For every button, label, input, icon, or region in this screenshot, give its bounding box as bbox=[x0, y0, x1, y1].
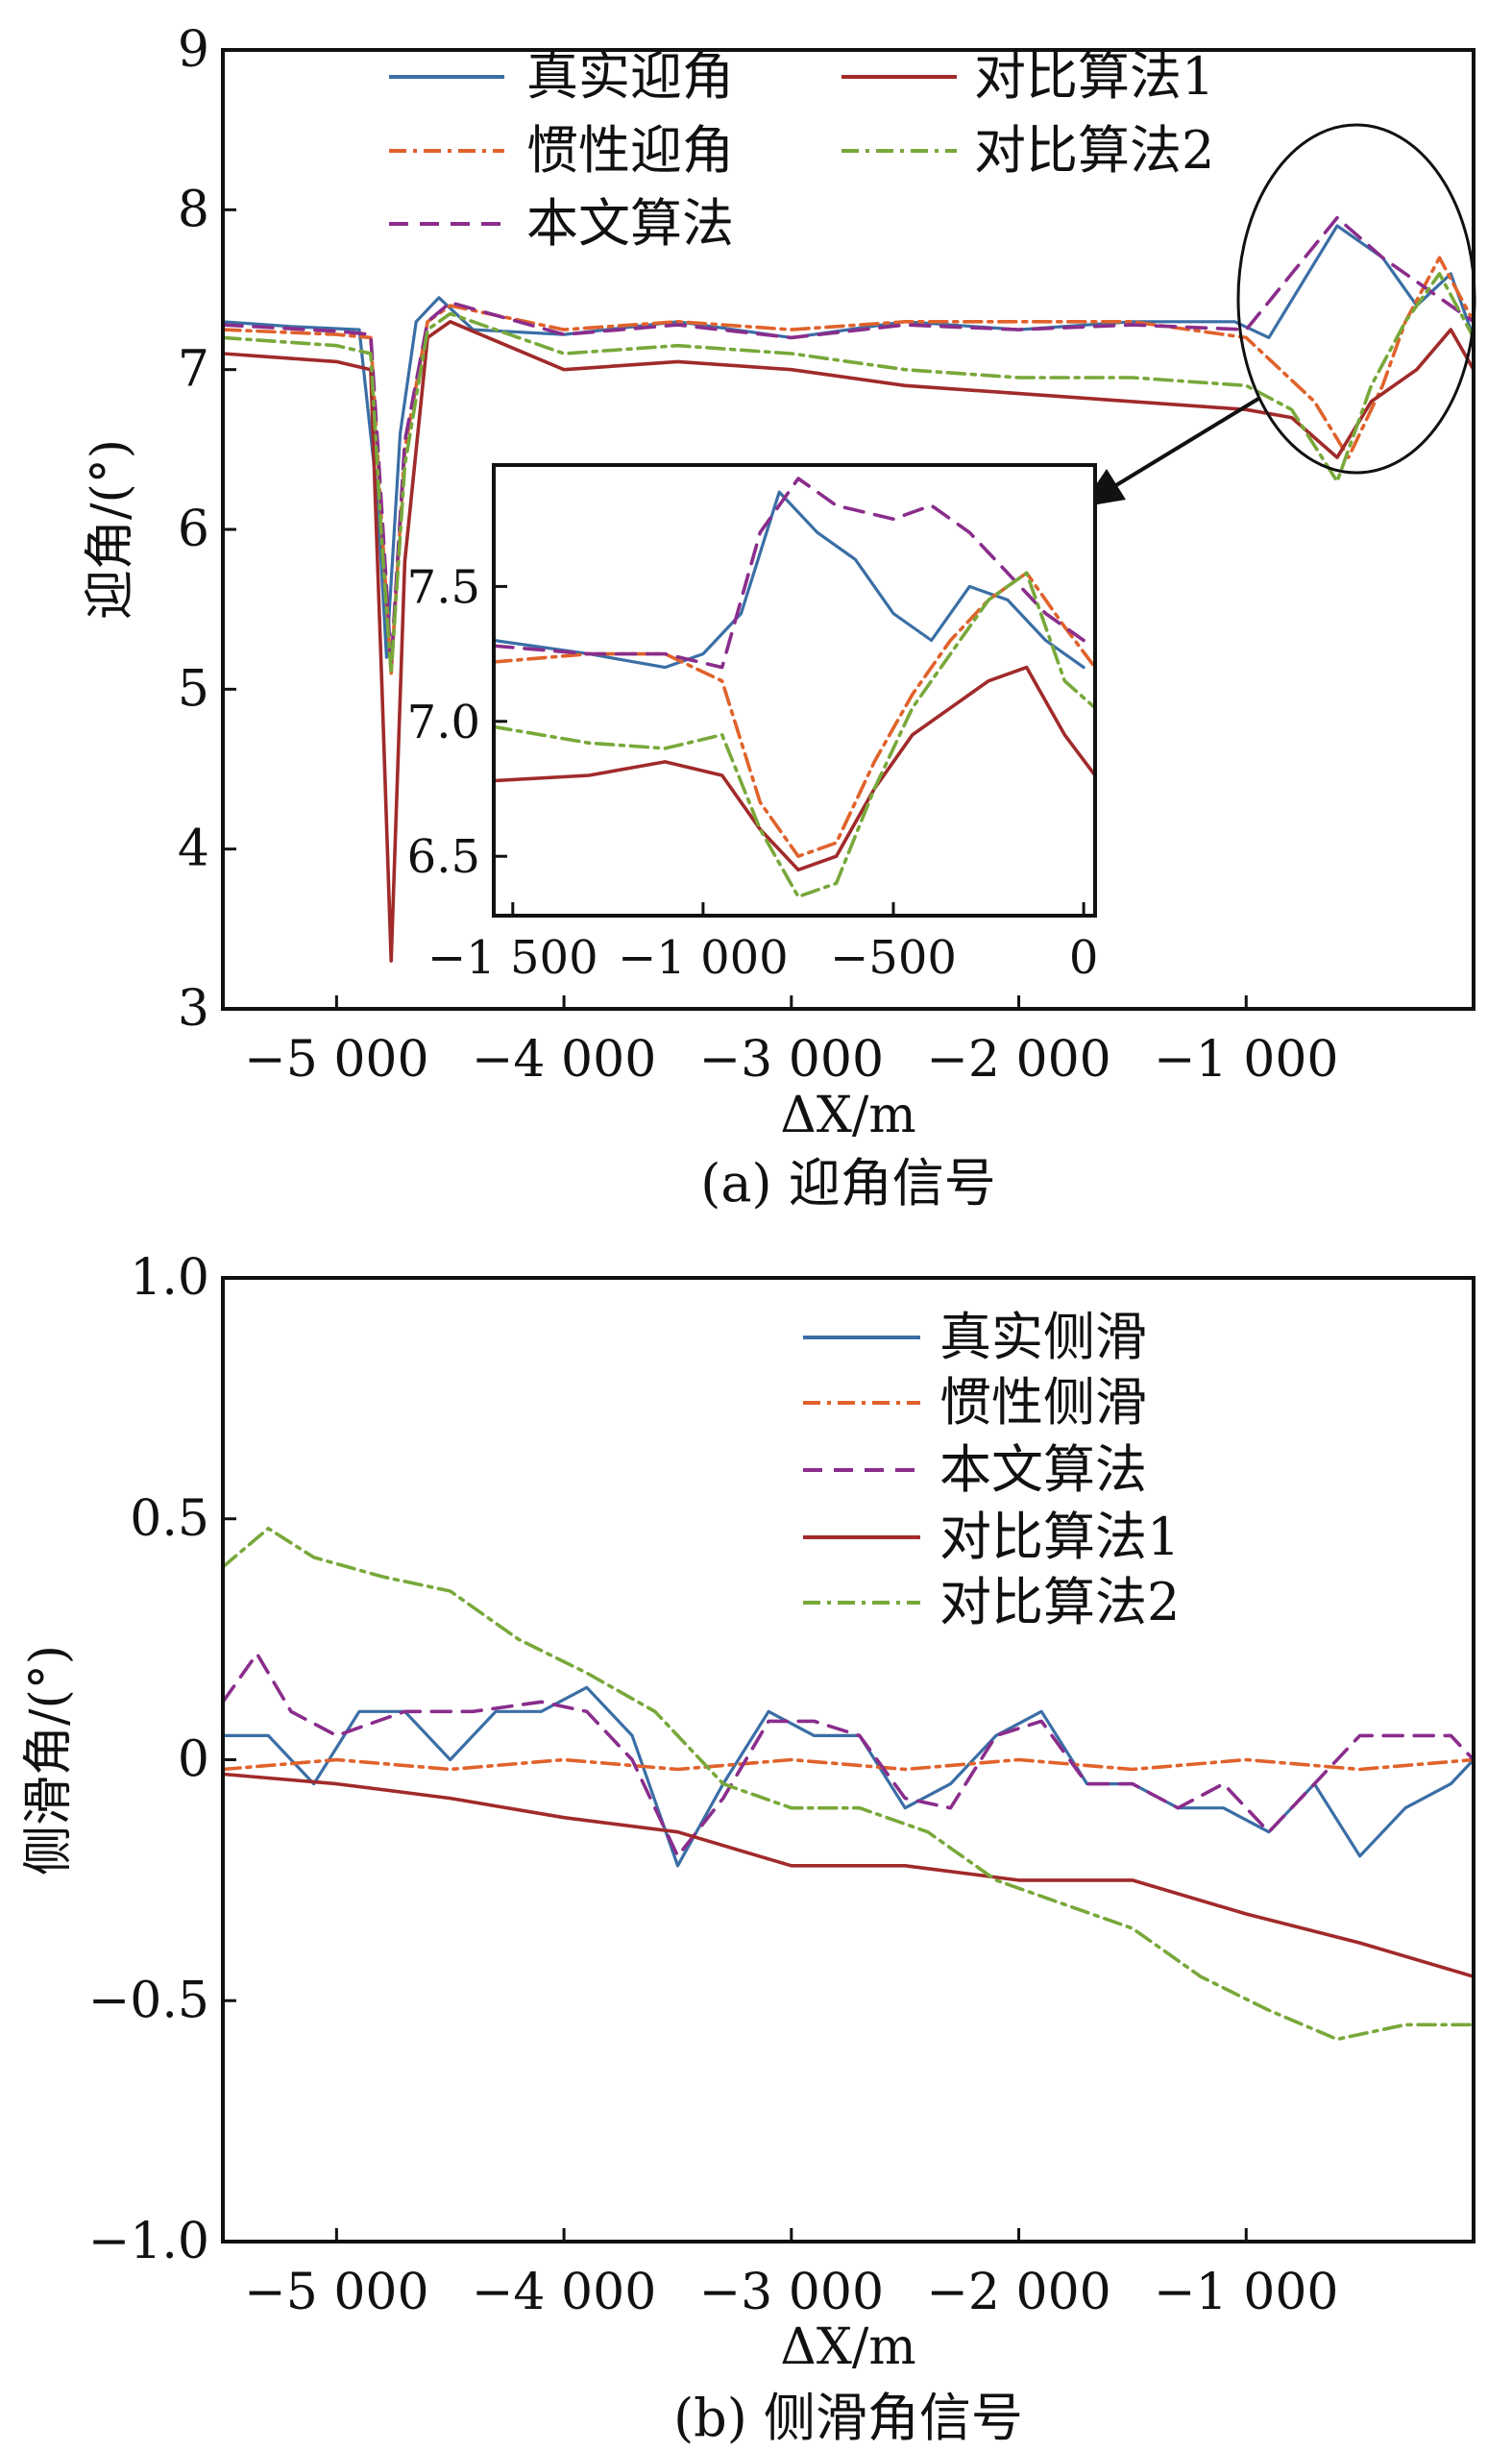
panel-a-series-line-5 bbox=[223, 272, 1474, 675]
panel-b-x-tick-label: −4 000 bbox=[472, 2264, 656, 2321]
panel-b-series-line-4 bbox=[223, 1772, 1474, 1978]
panel-a-x-tick-label: −1 000 bbox=[1154, 1031, 1338, 1089]
panel-a-legend: 真实迎角 惯性迎角 本文算法 对比算法1 对比算法2 bbox=[389, 46, 1214, 254]
panel-a-y-tick-label: 9 bbox=[178, 21, 209, 79]
panel-b-y-label: 侧滑角/(°) bbox=[20, 1645, 78, 1876]
inset-frame bbox=[492, 463, 1097, 918]
panel-b-x-tick-label: −2 000 bbox=[926, 2264, 1110, 2321]
inset-series-line-1 bbox=[494, 490, 1085, 670]
inset-y-tick-label: 7.0 bbox=[407, 696, 480, 749]
panel-a-y-ticks: 3 4 5 6 7 8 9 bbox=[178, 21, 236, 1038]
inset-series-group bbox=[494, 477, 1095, 899]
panel-a-x-tick-label: −3 000 bbox=[699, 1031, 884, 1089]
panel-a-x-label: ΔX/m bbox=[780, 1087, 915, 1144]
panel-b-y-tick-label: 0 bbox=[178, 1731, 209, 1789]
legend-label-true-aoa: 真实迎角 bbox=[526, 46, 734, 107]
panel-b-x-tick-label: −3 000 bbox=[699, 2264, 884, 2321]
panel-a-inset: −1 500 −1 000 −500 0 6.5 7.0 7.5 bbox=[407, 463, 1098, 985]
inset-background bbox=[494, 465, 1095, 916]
panel-a-y-tick-label: 4 bbox=[178, 821, 209, 878]
legend-label-inertial-aoa: 惯性迎角 bbox=[526, 120, 734, 181]
panel-b-x-tick-label: −5 000 bbox=[244, 2264, 428, 2321]
panel-a-y-tick-label: 5 bbox=[178, 660, 209, 718]
zoom-arrow-line bbox=[1114, 397, 1260, 487]
legend-label-compare1-b: 对比算法1 bbox=[939, 1507, 1180, 1567]
legend-label-true-sideslip: 真实侧滑 bbox=[939, 1307, 1147, 1367]
panel-b-caption: (b) 侧滑角信号 bbox=[673, 2388, 1023, 2448]
panel-b-series-line-2 bbox=[223, 1757, 1474, 1772]
panel-b-series-line-1 bbox=[223, 1685, 1474, 1868]
inset-x-tick-label: −500 bbox=[830, 931, 957, 985]
panel-a-y-tick-label: 7 bbox=[178, 341, 209, 399]
panel-a-y-tick-label: 3 bbox=[178, 980, 209, 1038]
legend-label-proposed-b: 本文算法 bbox=[939, 1439, 1147, 1500]
panel-a-x-tick-label: −4 000 bbox=[472, 1031, 656, 1089]
panel-a: −5 000 −4 000 −3 000 −2 000 −1 000 3 4 5 6 7 8 9 Δ… bbox=[82, 21, 1476, 1214]
panel-a-caption: (a) 迎角信号 bbox=[700, 1153, 996, 1214]
panel-a-x-tick-label: −2 000 bbox=[926, 1031, 1110, 1089]
panel-b-series-line-5 bbox=[223, 1527, 1474, 2042]
panel-a-series-group bbox=[223, 215, 1474, 963]
panel-a-y-label: 迎角/(°) bbox=[82, 439, 139, 620]
inset-y-tick-label: 6.5 bbox=[407, 830, 480, 884]
legend-label-compare2-a: 对比算法2 bbox=[974, 120, 1214, 181]
panel-a-x-ticks: −5 000 −4 000 −3 000 −2 000 −1 000 bbox=[244, 995, 1338, 1089]
inset-series-line-3 bbox=[494, 477, 1085, 670]
inset-x-tick-label: 0 bbox=[1069, 931, 1099, 985]
panel-b-y-tick-label: 1.0 bbox=[130, 1249, 209, 1307]
inset-x-ticks: −1 500 −1 000 −500 0 bbox=[427, 902, 1098, 985]
panel-b-x-label: ΔX/m bbox=[780, 2318, 915, 2376]
legend-label-proposed-a: 本文算法 bbox=[526, 193, 734, 254]
panel-b-legend: 真实侧滑 惯性侧滑 本文算法 对比算法1 对比算法2 bbox=[803, 1307, 1180, 1632]
panel-b: −5 000 −4 000 −3 000 −2 000 −1 000 −1.0 −0.5 0… bbox=[20, 1249, 1475, 2448]
panel-b-y-tick-label: −0.5 bbox=[88, 1972, 209, 2029]
panel-b-y-tick-label: −1.0 bbox=[88, 2213, 209, 2270]
inset-x-tick-label: −1 500 bbox=[427, 931, 598, 985]
legend-label-inertial-sideslip: 惯性侧滑 bbox=[939, 1372, 1147, 1433]
inset-y-tick-label: 7.5 bbox=[407, 560, 480, 614]
zoom-highlight-ellipse bbox=[1236, 123, 1476, 475]
panel-a-x-tick-label: −5 000 bbox=[244, 1031, 428, 1089]
legend-label-compare1-a: 对比算法1 bbox=[974, 46, 1214, 107]
inset-x-tick-label: −1 000 bbox=[618, 931, 789, 985]
panel-b-x-tick-label: −1 000 bbox=[1154, 2264, 1338, 2321]
panel-b-plot-frame bbox=[221, 1276, 1475, 2244]
panel-b-x-ticks: −5 000 −4 000 −3 000 −2 000 −1 000 bbox=[244, 2228, 1338, 2321]
panel-b-y-tick-label: 0.5 bbox=[130, 1490, 209, 1548]
inset-series-line-4 bbox=[494, 665, 1095, 872]
inset-y-ticks: 6.5 7.0 7.5 bbox=[407, 560, 507, 884]
panel-b-y-ticks: −1.0 −0.5 0 0.5 1.0 bbox=[88, 1249, 236, 2270]
panel-a-y-tick-label: 6 bbox=[178, 501, 209, 558]
legend-label-compare2-b: 对比算法2 bbox=[939, 1572, 1180, 1632]
inset-series-line-5 bbox=[494, 571, 1095, 899]
panel-b-series-group bbox=[223, 1527, 1474, 2042]
panel-a-y-tick-label: 8 bbox=[178, 181, 209, 238]
panel-b-series-line-3 bbox=[223, 1652, 1474, 1858]
panel-a-series-line-3 bbox=[223, 215, 1474, 668]
